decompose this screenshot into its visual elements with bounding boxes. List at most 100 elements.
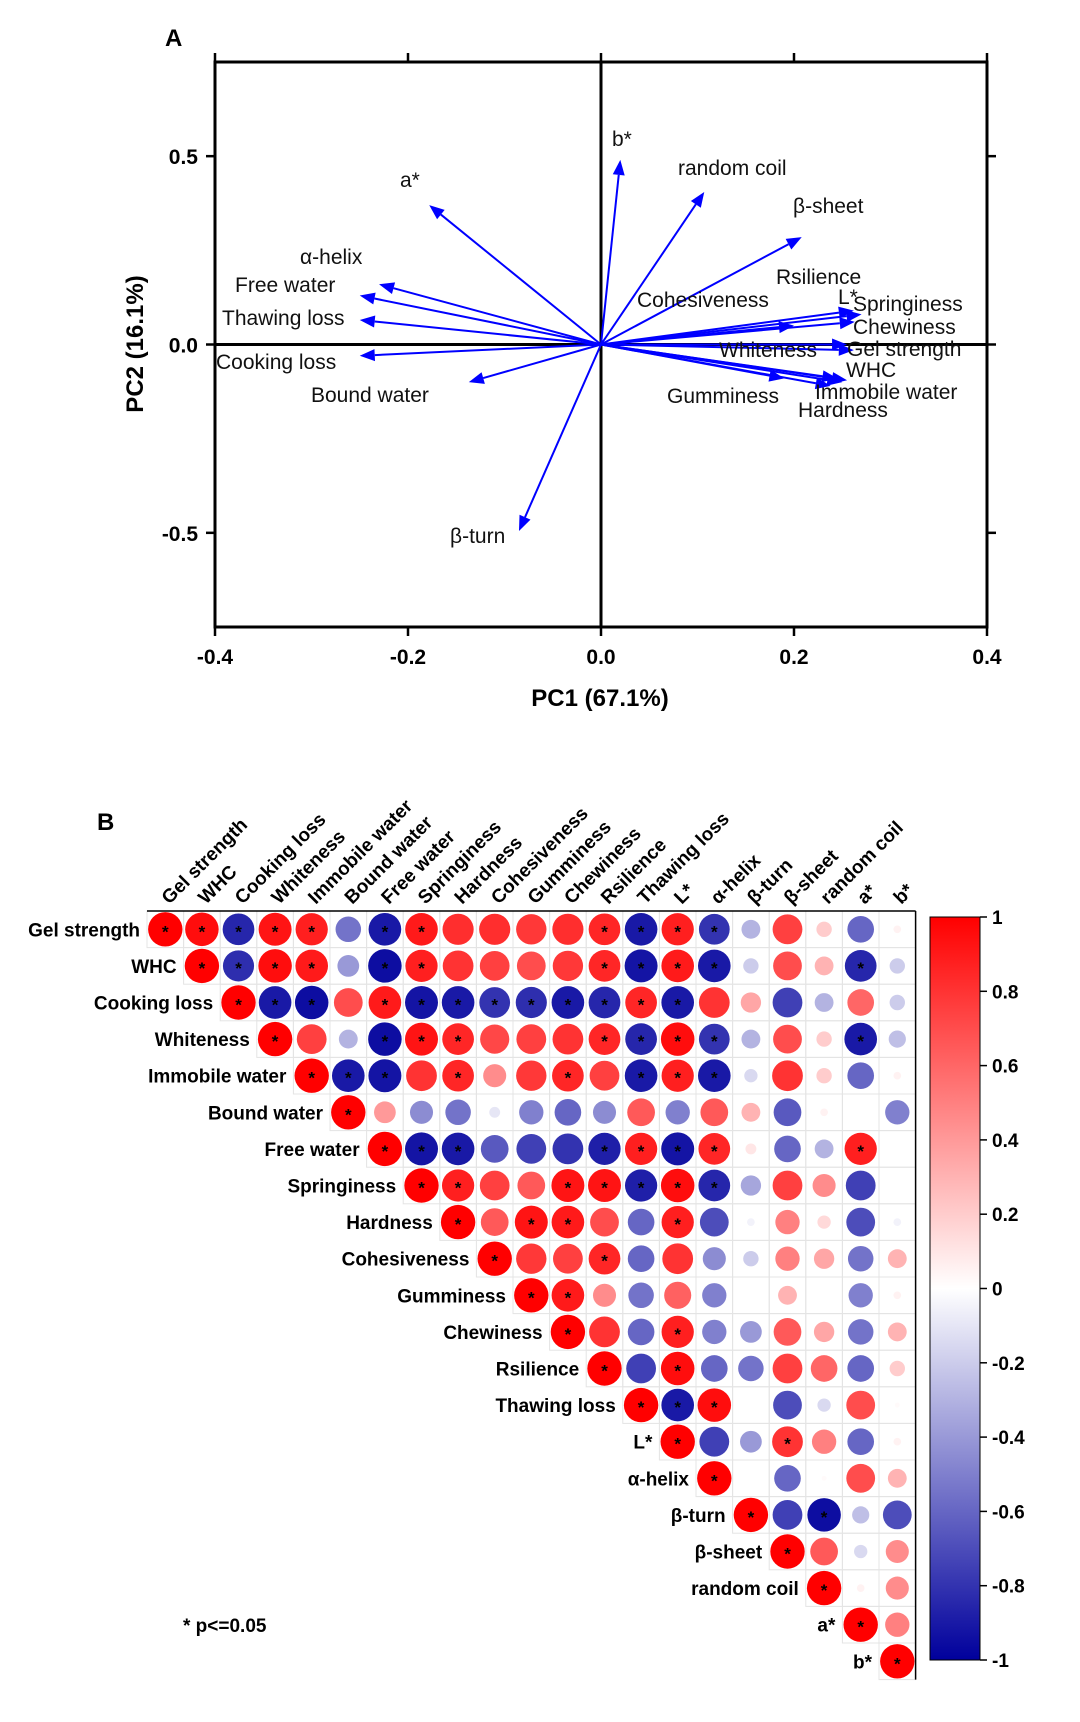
corr-circle-l-star-b-star xyxy=(893,1437,902,1446)
corr-circle-thawing-loss-alpha-helix xyxy=(697,1388,732,1422)
corr-circle-cohesiveness-thawing-loss xyxy=(627,1245,655,1273)
significance-star: * xyxy=(638,959,645,978)
corr-circle-bound-water-beta-turn xyxy=(741,1102,761,1122)
corr-circle-hardness-alpha-helix xyxy=(699,1207,729,1237)
row-label-hardness: Hardness xyxy=(346,1213,433,1234)
vector-label-gumminess: Gumminess xyxy=(667,385,779,408)
corr-circle-cohesiveness-gumminess xyxy=(516,1243,547,1274)
corr-circle-cohesiveness-a-star xyxy=(847,1245,874,1272)
corr-circle-whc-immobile-water xyxy=(295,949,329,983)
significance-star: * xyxy=(565,996,572,1015)
loading-arrowhead-rsilience xyxy=(838,306,854,319)
corr-circle-gel-strength-free-water xyxy=(368,912,402,946)
corr-circle-cooking-loss-l-star xyxy=(661,986,695,1019)
corr-circle-springiness-rsilience xyxy=(588,1169,621,1202)
significance-star: * xyxy=(674,1325,681,1344)
x-tick-label: 0.4 xyxy=(972,646,1002,669)
significance-star: * xyxy=(455,1179,462,1198)
vector-label-hardness: Hardness xyxy=(798,399,888,422)
significance-star: * xyxy=(565,1069,572,1088)
significance-star: * xyxy=(528,1288,535,1307)
loading-arrowhead-random-coil xyxy=(690,191,705,208)
loading-arrowhead-alpha-helix xyxy=(379,282,396,294)
corr-circle-thawing-loss-beta-sheet xyxy=(773,1390,802,1420)
corr-circle-gel-strength-beta-sheet xyxy=(772,914,803,945)
significance-star: * xyxy=(308,922,315,941)
colorbar-tick-label: 0.8 xyxy=(992,982,1018,1003)
corr-circle-cohesiveness-l-star xyxy=(662,1243,694,1275)
corr-circle-cooking-loss-rsilience xyxy=(588,986,621,1019)
corr-circle-rsilience-b-star xyxy=(889,1360,905,1377)
vector-label-whc: WHC xyxy=(846,359,896,382)
corr-circle-beta-turn-beta-sheet xyxy=(772,1500,803,1530)
corr-circle-chewiness-beta-turn xyxy=(740,1321,762,1343)
significance-star: * xyxy=(638,1069,645,1088)
vector-label-chewiness: Chewiness xyxy=(853,316,956,339)
corr-circle-chewiness-random-coil xyxy=(813,1321,835,1343)
corr-circle-bound-water-b-star xyxy=(885,1100,910,1125)
corr-circle-cooking-loss-thawing-loss xyxy=(625,986,657,1019)
corr-circle-gumminess-b-star xyxy=(893,1291,902,1300)
vector-label-alpha-helix: α-helix xyxy=(300,246,363,269)
corr-circle-gumminess-a-star xyxy=(848,1283,873,1308)
row-label-free-water: Free water xyxy=(265,1140,361,1161)
significance-star: * xyxy=(345,1105,352,1124)
corr-circle-whiteness-thawing-loss xyxy=(625,1023,657,1055)
corr-circle-hardness-l-star xyxy=(661,1205,694,1239)
corr-circle-gel-strength-whc xyxy=(185,912,219,947)
corr-circle-beta-turn-b-star xyxy=(882,1500,912,1530)
significance-star: * xyxy=(638,996,645,1015)
column-label-b-star: b* xyxy=(890,880,919,909)
significance-star: * xyxy=(601,959,608,978)
significance-star: * xyxy=(418,1032,425,1051)
corr-circle-alpha-helix-b-star xyxy=(887,1468,907,1488)
corr-circle-whc-whc xyxy=(184,948,220,984)
corr-circle-hardness-cohesiveness xyxy=(480,1208,509,1236)
pca-x-axis-label: PC1 (67.1%) xyxy=(531,685,668,712)
corr-circle-cooking-loss-whiteness xyxy=(258,986,292,1019)
row-label-random-coil: random coil xyxy=(691,1579,799,1600)
corr-circle-gel-strength-rsilience xyxy=(588,913,621,946)
significance-star: * xyxy=(235,996,242,1015)
corr-circle-immobile-water-cohesiveness xyxy=(483,1064,507,1088)
corr-circle-springiness-beta-turn xyxy=(740,1175,762,1196)
corr-circle-whc-beta-sheet xyxy=(773,951,802,981)
significance-star: * xyxy=(601,1362,608,1381)
corr-circle-alpha-helix-a-star xyxy=(846,1463,876,1493)
corr-circle-gel-strength-springiness xyxy=(405,912,438,946)
corr-circle-gumminess-alpha-helix xyxy=(702,1283,727,1308)
significance-star: * xyxy=(711,1471,718,1490)
corr-circle-immobile-water-random-coil xyxy=(816,1068,832,1084)
corr-circle-immobile-water-b-star xyxy=(893,1071,902,1080)
corr-circle-bound-water-beta-sheet xyxy=(773,1098,802,1127)
corr-circle-whiteness-hardness xyxy=(442,1023,474,1055)
significance-star: * xyxy=(199,959,206,978)
corr-circle-gel-strength-l-star xyxy=(661,913,694,946)
corr-circle-whiteness-beta-turn xyxy=(741,1029,761,1049)
row-label-alpha-helix: α-helix xyxy=(628,1469,690,1490)
corr-circle-thawing-loss-a-star xyxy=(846,1390,876,1420)
significance-note: * p<=0.05 xyxy=(183,1616,267,1637)
row-label-gumminess: Gumminess xyxy=(397,1286,506,1307)
corr-circle-bound-water-rsilience xyxy=(592,1100,617,1124)
significance-star: * xyxy=(308,959,315,978)
significance-star: * xyxy=(638,1398,645,1417)
corr-circle-hardness-chewiness xyxy=(551,1205,585,1239)
corr-circle-beta-sheet-beta-sheet xyxy=(770,1534,805,1569)
corr-circle-l-star-a-star xyxy=(847,1428,875,1456)
corr-circle-rsilience-alpha-helix xyxy=(700,1355,728,1382)
significance-star: * xyxy=(565,1215,572,1234)
corr-circle-immobile-water-thawing-loss xyxy=(624,1059,658,1093)
loading-arrowhead-a-star xyxy=(429,205,445,220)
loading-arrowhead-beta-sheet xyxy=(785,237,802,250)
corr-circle-immobile-water-beta-turn xyxy=(744,1069,758,1083)
row-label-l-star: L* xyxy=(633,1433,653,1454)
corr-circle-cohesiveness-chewiness xyxy=(553,1243,583,1274)
colorbar-tick-label: -1 xyxy=(992,1651,1009,1672)
significance-star: * xyxy=(272,1032,279,1051)
corr-circle-chewiness-chewiness xyxy=(550,1314,586,1350)
corr-circle-beta-sheet-b-star xyxy=(885,1539,909,1564)
corr-circle-immobile-water-alpha-helix xyxy=(697,1059,731,1093)
corr-circle-cooking-loss-free-water xyxy=(368,986,402,1019)
corr-circle-free-water-a-star xyxy=(844,1132,877,1166)
